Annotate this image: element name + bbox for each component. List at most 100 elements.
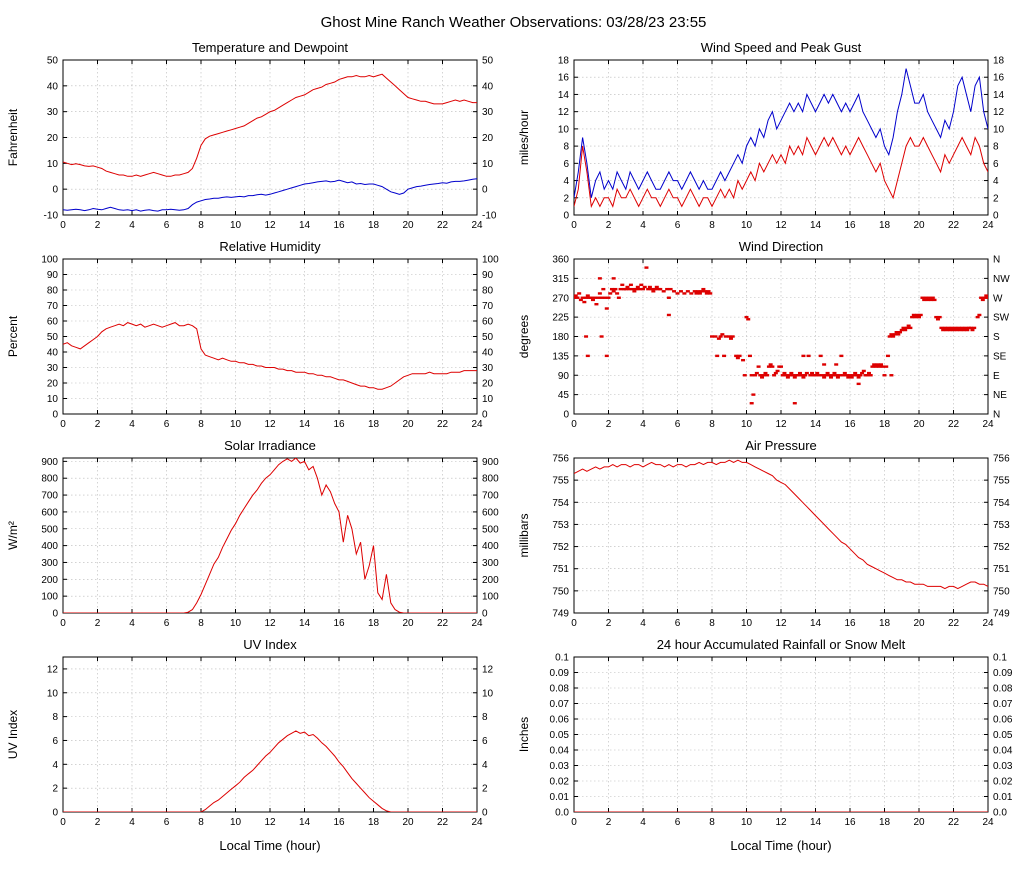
y-tick-label-left: 0 [52,185,58,196]
y-tick-label-right: 800 [482,474,499,485]
y-tick-label-left: 0.09 [549,668,569,679]
y-tick-label-right: 0.05 [993,730,1013,741]
x-tick-label: 10 [229,220,241,231]
y-tick-label-left: -10 [43,211,58,222]
y-tick-label-right: 0 [482,410,488,421]
y-tick-label-left: 20 [46,379,58,390]
x-tick-label: 20 [402,817,414,828]
y-tick-label-left: 90 [557,371,569,382]
chart-uv-index: UV Index UV Index 0 2 4 6 8 10 12 14 16 18 20 22 24 0 0 2… [5,636,512,855]
x-tick-label: 16 [333,817,345,828]
x-tick-label: 0 [571,817,577,828]
y-tick-label-left: 16 [557,73,569,84]
x-tick-label: 8 [709,220,715,231]
y-tick-label-left: 90 [46,270,58,281]
y-tick-label-left: 100 [41,255,58,266]
y-tick-label-right: N [993,255,1000,266]
x-tick-label: 8 [198,817,204,828]
x-tick-label: 12 [775,220,787,231]
x-tick-label: 20 [913,618,925,629]
y-tick-label-right: 300 [482,558,499,569]
plot-frame [62,656,477,813]
x-tick-label: 4 [129,817,135,828]
x-tick-label: 22 [947,618,959,629]
y-tick-label-left: 50 [46,56,58,67]
y-tick-label-left: 0.03 [549,761,569,772]
y-tick-label-right: 12 [993,107,1005,118]
y-tick-label-left: 14 [557,90,569,101]
y-tick-label-left: 225 [552,313,569,324]
x-tick-label: 24 [982,817,994,828]
y-tick-label-left: 752 [552,542,569,553]
x-tick-label: 20 [402,618,414,629]
y-tick-label-left: 8 [52,712,58,723]
x-tick-label: 24 [471,419,483,430]
x-tick-label: 0 [571,419,577,430]
y-tick-label-left: 0.06 [549,715,569,726]
y-tick-label-left: 180 [552,332,569,343]
charts-grid: Temperature and Dewpoint Fahrenheit 0 2 4 6 8 1… [0,39,1027,855]
x-tick-label: 14 [298,220,310,231]
y-tick-label-right: 753 [993,520,1010,531]
y-tick-label-left: 40 [46,81,58,92]
y-tick-label-left: 0.04 [549,746,569,757]
y-axis-label: Percent [6,315,20,357]
y-tick-label-right: 12 [482,664,494,675]
y-tick-label-left: 0 [563,211,569,222]
y-tick-label-right: 0 [482,185,488,196]
x-tick-label: 24 [471,618,483,629]
y-tick-label-left: 0.07 [549,699,569,710]
y-tick-label-left: 0 [52,609,58,620]
x-tick-label: 20 [913,419,925,430]
x-tick-label: 2 [94,419,100,430]
x-tick-label: 20 [402,419,414,430]
chart-24-hour-accumulated-rainfall-or-snow-melt: 24 hour Accumulated Rainfall or Snow Mel… [516,636,1023,855]
y-tick-label-left: 0.05 [549,730,569,741]
y-tick-label-right: 90 [482,270,494,281]
y-tick-label-left: 30 [46,107,58,118]
plot-frame [62,59,477,216]
y-tick-label-right: 18 [993,56,1005,67]
y-tick-label-right: 700 [482,491,499,502]
y-tick-label-right: 20 [482,379,494,390]
y-tick-label-left: 6 [52,736,58,747]
y-tick-label-left: 80 [46,286,58,297]
x-tick-label: 16 [333,419,345,430]
x-tick-label: 2 [605,419,611,430]
x-tick-label: 2 [94,618,100,629]
chart-temperature-and-dewpoint: Temperature and Dewpoint Fahrenheit 0 2 4 6 8 1… [5,39,512,236]
y-tick-label-right: 200 [482,575,499,586]
y-tick-label-left: 10 [557,124,569,135]
y-tick-label-left: 60 [46,317,58,328]
series-air-pressure [573,459,988,590]
y-tick-label-left: 754 [552,498,569,509]
x-tick-label: 18 [878,419,890,430]
series-temperature [62,73,477,177]
x-tick-label: 16 [844,618,856,629]
x-tick-label: 20 [913,817,925,828]
series-wind-speed [573,136,988,209]
x-tick-label: 24 [471,817,483,828]
x-tick-label: 24 [982,618,994,629]
x-tick-label: 18 [878,817,890,828]
y-tick-label-left: 4 [563,176,569,187]
y-tick-label-left: 0 [563,410,569,421]
x-tick-label: 0 [60,220,66,231]
chart-title: Air Pressure [745,438,817,453]
y-tick-label-left: 750 [552,586,569,597]
y-tick-label-left: 800 [41,474,58,485]
y-tick-label-left: 2 [52,784,58,795]
y-tick-label-right: 10 [993,124,1005,135]
y-tick-label-left: 40 [46,348,58,359]
x-tick-label: 6 [163,220,169,231]
x-tick-label: 8 [198,618,204,629]
chart-wind-direction: Wind Direction degrees 0 2 4 6 8 10 12 14 16 18 20 22… [516,238,1023,435]
chart-title: Relative Humidity [219,239,321,254]
x-tick-label: 22 [947,220,959,231]
chart-title: Wind Direction [738,239,823,254]
y-tick-label-left: 45 [557,390,569,401]
y-tick-label-right: 751 [993,564,1010,575]
x-tick-label: 22 [947,419,959,430]
y-tick-label-left: 0.01 [549,792,569,803]
